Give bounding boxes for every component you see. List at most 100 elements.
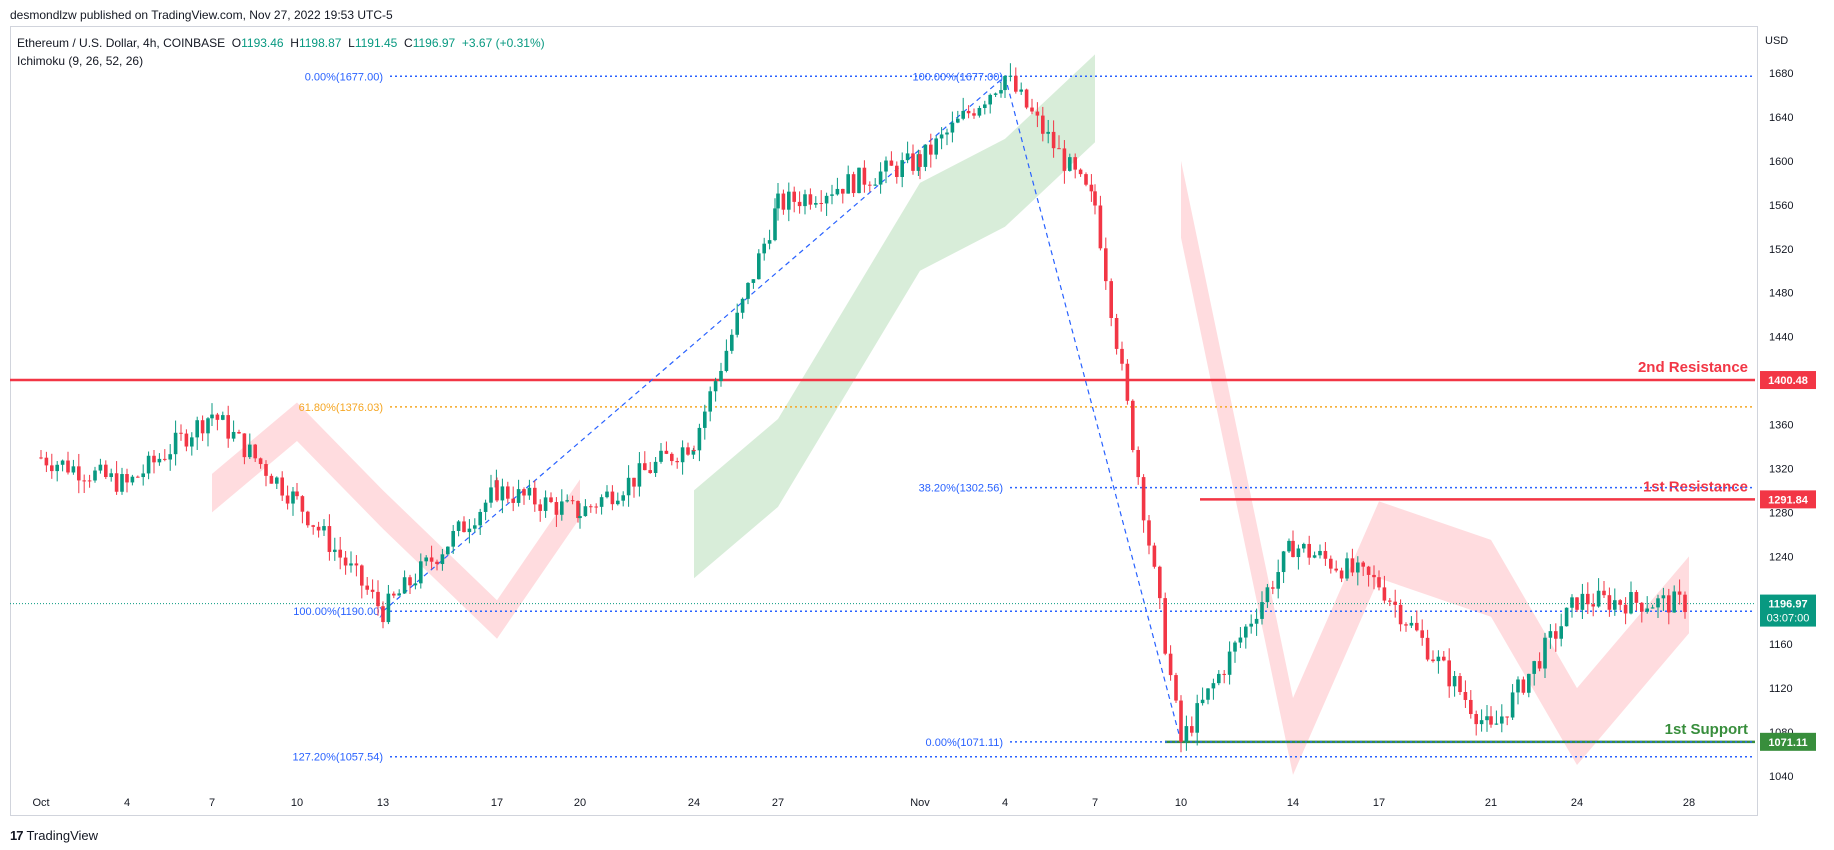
candle-body bbox=[93, 470, 97, 481]
candle-body bbox=[1596, 590, 1601, 607]
candle-body bbox=[1019, 89, 1023, 92]
candle-body bbox=[419, 561, 423, 584]
candle-body bbox=[1543, 637, 1547, 669]
candle-body bbox=[1489, 716, 1493, 725]
candle-body bbox=[1415, 622, 1419, 631]
candle-body bbox=[1318, 550, 1322, 556]
candle-body bbox=[1291, 540, 1295, 558]
candle-body bbox=[781, 193, 786, 210]
candle-body bbox=[803, 194, 807, 207]
candle-body bbox=[386, 593, 391, 623]
fib-label: 61.80%(1376.03) bbox=[299, 402, 383, 414]
candle-body bbox=[1398, 604, 1403, 625]
candle-body bbox=[999, 90, 1003, 94]
candle-body bbox=[1312, 555, 1317, 558]
cloud-region bbox=[694, 54, 1095, 579]
candle-body bbox=[713, 381, 718, 392]
x-tick-label: 24 bbox=[688, 797, 700, 809]
price-tags: 1400.48 1291.84 1071.11 1196.97 03:07:00 bbox=[1760, 371, 1816, 751]
candle-body bbox=[576, 501, 580, 519]
candle-body bbox=[527, 487, 532, 496]
candle-body bbox=[146, 455, 151, 474]
candle-body bbox=[215, 414, 220, 420]
candle-body bbox=[692, 449, 696, 451]
x-tick-label: Oct bbox=[32, 797, 49, 809]
candle-body bbox=[862, 167, 867, 185]
candle-body bbox=[322, 526, 326, 531]
y-tick-label: 1360 bbox=[1769, 420, 1793, 432]
candle-body bbox=[1436, 656, 1441, 662]
symbol-name[interactable]: Ethereum / U.S. Dollar, 4h, COINBASE bbox=[17, 36, 226, 50]
candle-body bbox=[370, 589, 375, 592]
current-price-text: 1196.97 bbox=[1768, 599, 1807, 611]
level-price-text: 1291.84 bbox=[1768, 494, 1809, 506]
candle-body bbox=[376, 591, 380, 607]
candle-body bbox=[39, 457, 43, 459]
ohlc-low: L1191.45 bbox=[348, 36, 398, 50]
candle-body bbox=[231, 431, 236, 439]
candle-body bbox=[1388, 600, 1392, 602]
candle-body bbox=[1008, 75, 1013, 77]
candle-body bbox=[253, 444, 257, 459]
candle-body bbox=[360, 565, 364, 586]
ohlc-close: C1196.97 bbox=[404, 36, 456, 50]
fib-label: 100.00%(1677.00) bbox=[912, 71, 1003, 83]
indicator-label[interactable]: Ichimoku (9, 26, 52, 26) bbox=[17, 54, 144, 68]
candle-body bbox=[44, 457, 49, 466]
level-label: 1st Support bbox=[1665, 721, 1748, 738]
candle-body bbox=[327, 526, 332, 552]
candle-body bbox=[1211, 683, 1216, 689]
candle-body bbox=[719, 370, 723, 382]
candle-body bbox=[1548, 631, 1553, 638]
candle-body bbox=[923, 144, 928, 167]
candle-body bbox=[565, 500, 569, 502]
candle-body bbox=[621, 495, 625, 501]
y-tick-label: 1560 bbox=[1769, 200, 1793, 212]
candle-body bbox=[1024, 89, 1029, 108]
candle-body bbox=[1174, 675, 1178, 701]
candle-body bbox=[1345, 558, 1349, 579]
candle-body bbox=[1131, 400, 1135, 450]
candle-body bbox=[1479, 720, 1484, 725]
x-tick-label: 14 bbox=[1287, 797, 1299, 809]
candle-body bbox=[1302, 543, 1306, 549]
chart-frame[interactable] bbox=[10, 26, 1758, 816]
level-price-tag bbox=[1760, 371, 1816, 390]
candle-body bbox=[1564, 607, 1569, 627]
candle-body bbox=[787, 191, 791, 210]
candle-body bbox=[889, 160, 894, 166]
candle-body bbox=[1114, 318, 1119, 349]
candle-body bbox=[884, 160, 888, 172]
candle-body bbox=[1120, 348, 1124, 364]
cloud-region bbox=[1181, 160, 1689, 775]
candle-body bbox=[570, 500, 575, 502]
candle-body bbox=[824, 195, 829, 204]
x-tick-label: 10 bbox=[1175, 797, 1187, 809]
candle-body bbox=[1003, 76, 1007, 91]
brand-name: TradingView bbox=[26, 828, 99, 843]
candle-body bbox=[1559, 626, 1563, 639]
y-tick-label: 1520 bbox=[1769, 244, 1793, 256]
candle-body bbox=[1195, 703, 1199, 733]
candle-body bbox=[895, 165, 899, 177]
candle-body bbox=[184, 433, 189, 447]
level-label: 2nd Resistance bbox=[1638, 359, 1748, 376]
candle-body bbox=[934, 138, 938, 155]
level-price-tag bbox=[1760, 732, 1816, 751]
candle-body bbox=[316, 526, 321, 531]
candle-body bbox=[857, 167, 861, 194]
candle-body bbox=[446, 546, 450, 555]
candle-body bbox=[511, 498, 515, 503]
candle-body bbox=[549, 497, 553, 503]
footer-brand[interactable]: 17 TradingView bbox=[10, 828, 98, 843]
candle-body bbox=[1377, 577, 1381, 588]
candle-body bbox=[659, 450, 663, 462]
fibonacci-levels: 0.00%(1677.00) 61.80%(1376.03) 100.00%(119… bbox=[292, 71, 1755, 764]
candle-body bbox=[291, 491, 295, 504]
candle-body bbox=[730, 334, 734, 351]
candle-body bbox=[152, 455, 156, 463]
candle-body bbox=[945, 132, 949, 135]
candle-body bbox=[221, 415, 225, 420]
candle-body bbox=[1030, 107, 1034, 112]
